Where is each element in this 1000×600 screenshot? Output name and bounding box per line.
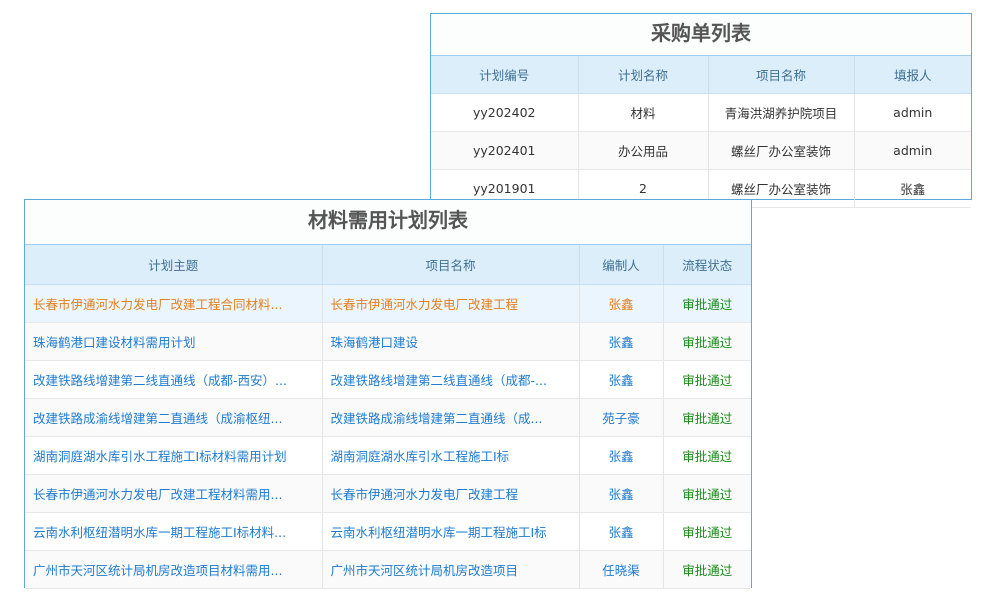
table-row[interactable]: 珠海鹤港口建设材料需用计划 珠海鹤港口建设 张鑫 审批通过 bbox=[25, 322, 751, 361]
table-cell[interactable]: 云南水利枢纽潜明水库一期工程施工I标材料... bbox=[25, 512, 323, 551]
table-cell: admin bbox=[854, 131, 971, 170]
column-header: 项目名称 bbox=[708, 56, 855, 94]
table-cell: 审批通过 bbox=[663, 284, 751, 323]
column-header: 流程状态 bbox=[663, 245, 751, 285]
table-cell: 审批通过 bbox=[663, 360, 751, 399]
table-cell: 张鑫 bbox=[579, 474, 664, 513]
table-cell[interactable]: 长春市伊通河水力发电厂改建工程 bbox=[322, 284, 580, 323]
column-header: 计划编号 bbox=[431, 56, 579, 94]
table-row[interactable]: 云南水利枢纽潜明水库一期工程施工I标材料... 云南水利枢纽潜明水库一期工程施工I… bbox=[25, 512, 751, 551]
table-cell: admin bbox=[854, 93, 971, 132]
table-cell: 材料 bbox=[578, 93, 709, 132]
table-cell[interactable]: 广州市天河区统计局机房改造项目 bbox=[322, 550, 580, 589]
column-header: 填报人 bbox=[854, 56, 971, 94]
table-cell[interactable]: 湖南洞庭湖水库引水工程施工I标 bbox=[322, 436, 580, 475]
table-row[interactable]: yy202401 办公用品 螺丝厂办公室装饰 admin bbox=[431, 131, 971, 170]
table-cell: 任晓渠 bbox=[579, 550, 664, 589]
table-cell[interactable]: 云南水利枢纽潜明水库一期工程施工I标 bbox=[322, 512, 580, 551]
table-cell: 办公用品 bbox=[578, 131, 709, 170]
table-row[interactable]: 长春市伊通河水力发电厂改建工程合同材料... 长春市伊通河水力发电厂改建工程 张鑫审… bbox=[25, 284, 751, 323]
column-header: 项目名称 bbox=[322, 245, 580, 285]
table-cell: 苑子豪 bbox=[579, 398, 664, 437]
table-row[interactable]: yy202402 材料 青海洪湖养护院项目 admin bbox=[431, 93, 971, 132]
table-row[interactable]: 湖南洞庭湖水库引水工程施工I标材料需用计划 湖南洞庭湖水库引水工程施工I标 张鑫 审批… bbox=[25, 436, 751, 475]
material-plan-table: 计划主题 项目名称 编制人 流程状态 长春市伊通河水力发电厂改建工程合同材料... 长春市… bbox=[25, 245, 751, 589]
table-cell: 审批通过 bbox=[663, 512, 751, 551]
table-cell: 张鑫 bbox=[579, 436, 664, 475]
table-cell: yy202401 bbox=[431, 131, 579, 170]
purchase-list-panel: 采购单列表 计划编号 计划名称 项目名称 填报人 yy202402 材料 青海洪湖养护院项目… bbox=[430, 13, 972, 208]
table-cell: 张鑫 bbox=[579, 284, 664, 323]
purchase-table: 计划编号 计划名称 项目名称 填报人 yy202402 材料 青海洪湖养护院项目 admin y… bbox=[431, 56, 971, 208]
table-cell: 审批通过 bbox=[663, 322, 751, 361]
table-row[interactable]: 长春市伊通河水力发电厂改建工程材料需用... 长春市伊通河水力发电厂改建工程 张鑫审… bbox=[25, 474, 751, 513]
table-cell[interactable]: 改建铁路线增建第二线直通线（成都-... bbox=[322, 360, 580, 399]
table-cell: 审批通过 bbox=[663, 436, 751, 475]
table-cell[interactable]: 改建铁路成渝线增建第二直通线（成渝枢纽... bbox=[25, 398, 323, 437]
table-cell[interactable]: 改建铁路成渝线增建第二直通线（成... bbox=[322, 398, 580, 437]
table-cell: 螺丝厂办公室装饰 bbox=[708, 131, 855, 170]
table-cell[interactable]: 改建铁路线增建第二线直通线（成都-西安）... bbox=[25, 360, 323, 399]
table-cell: 张鑫 bbox=[579, 360, 664, 399]
table-cell[interactable]: 广州市天河区统计局机房改造项目材料需用... bbox=[25, 550, 323, 589]
material-plan-panel: 材料需用计划列表 计划主题 项目名称 编制人 流程状态 长春市伊通河水力发电厂改建工程合… bbox=[24, 199, 752, 589]
purchase-list-title: 采购单列表 bbox=[431, 14, 971, 56]
table-cell[interactable]: 湖南洞庭湖水库引水工程施工I标材料需用计划 bbox=[25, 436, 323, 475]
table-cell: 审批通过 bbox=[663, 474, 751, 513]
column-header: 计划名称 bbox=[578, 56, 709, 94]
table-cell[interactable]: 长春市伊通河水力发电厂改建工程 bbox=[322, 474, 580, 513]
table-row[interactable]: 改建铁路成渝线增建第二直通线（成渝枢纽... 改建铁路成渝线增建第二直通线（成..… bbox=[25, 398, 751, 437]
table-cell[interactable]: 珠海鹤港口建设材料需用计划 bbox=[25, 322, 323, 361]
table-row[interactable]: 广州市天河区统计局机房改造项目材料需用... 广州市天河区统计局机房改造项目 任晓渠… bbox=[25, 550, 751, 589]
table-cell: 张鑫 bbox=[579, 322, 664, 361]
table-row[interactable]: 改建铁路线增建第二线直通线（成都-西安）... 改建铁路线增建第二线直通线（成都-… bbox=[25, 360, 751, 399]
table-cell[interactable]: 长春市伊通河水力发电厂改建工程材料需用... bbox=[25, 474, 323, 513]
material-plan-title: 材料需用计划列表 bbox=[25, 200, 751, 245]
table-cell[interactable]: 长春市伊通河水力发电厂改建工程合同材料... bbox=[25, 284, 323, 323]
table-cell: 张鑫 bbox=[579, 512, 664, 551]
table-cell: 审批通过 bbox=[663, 398, 751, 437]
column-header: 计划主题 bbox=[25, 245, 323, 285]
table-cell[interactable]: 珠海鹤港口建设 bbox=[322, 322, 580, 361]
table-cell: 审批通过 bbox=[663, 550, 751, 589]
table-cell: yy202402 bbox=[431, 93, 579, 132]
table-cell: 张鑫 bbox=[854, 169, 971, 208]
column-header: 编制人 bbox=[579, 245, 664, 285]
table-cell: 青海洪湖养护院项目 bbox=[708, 93, 855, 132]
